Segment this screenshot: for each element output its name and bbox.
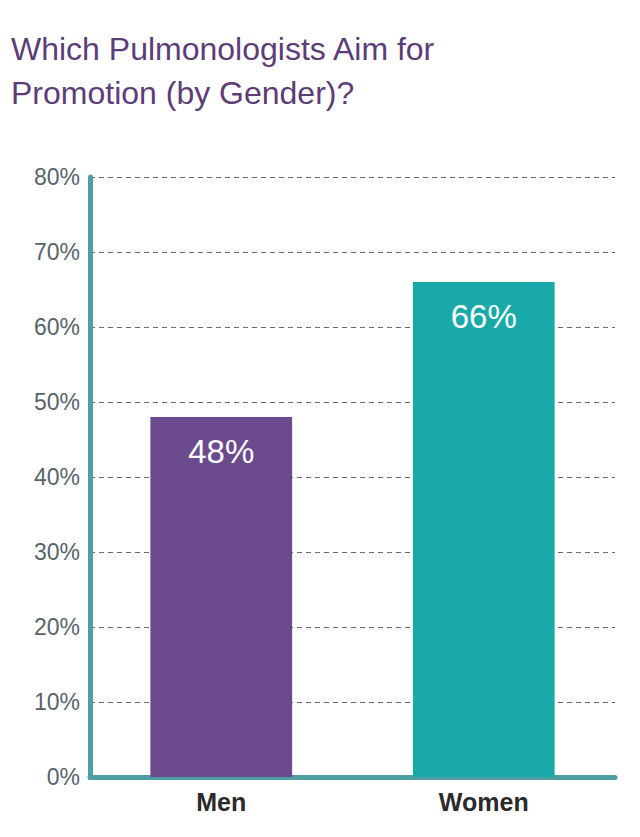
svg-text:Men: Men <box>196 788 246 816</box>
svg-text:60%: 60% <box>34 314 80 340</box>
svg-text:80%: 80% <box>34 164 80 190</box>
svg-text:70%: 70% <box>34 239 80 265</box>
svg-text:Promotion (by Gender)?: Promotion (by Gender)? <box>11 75 354 111</box>
svg-text:10%: 10% <box>34 689 80 715</box>
svg-text:20%: 20% <box>34 614 80 640</box>
svg-text:66%: 66% <box>451 298 517 335</box>
svg-text:Which Pulmonologists Aim for: Which Pulmonologists Aim for <box>11 31 435 67</box>
svg-text:50%: 50% <box>34 389 80 415</box>
svg-text:40%: 40% <box>34 464 80 490</box>
svg-text:Women: Women <box>439 788 529 816</box>
svg-text:0%: 0% <box>47 764 80 790</box>
svg-text:30%: 30% <box>34 539 80 565</box>
svg-text:48%: 48% <box>188 433 254 470</box>
